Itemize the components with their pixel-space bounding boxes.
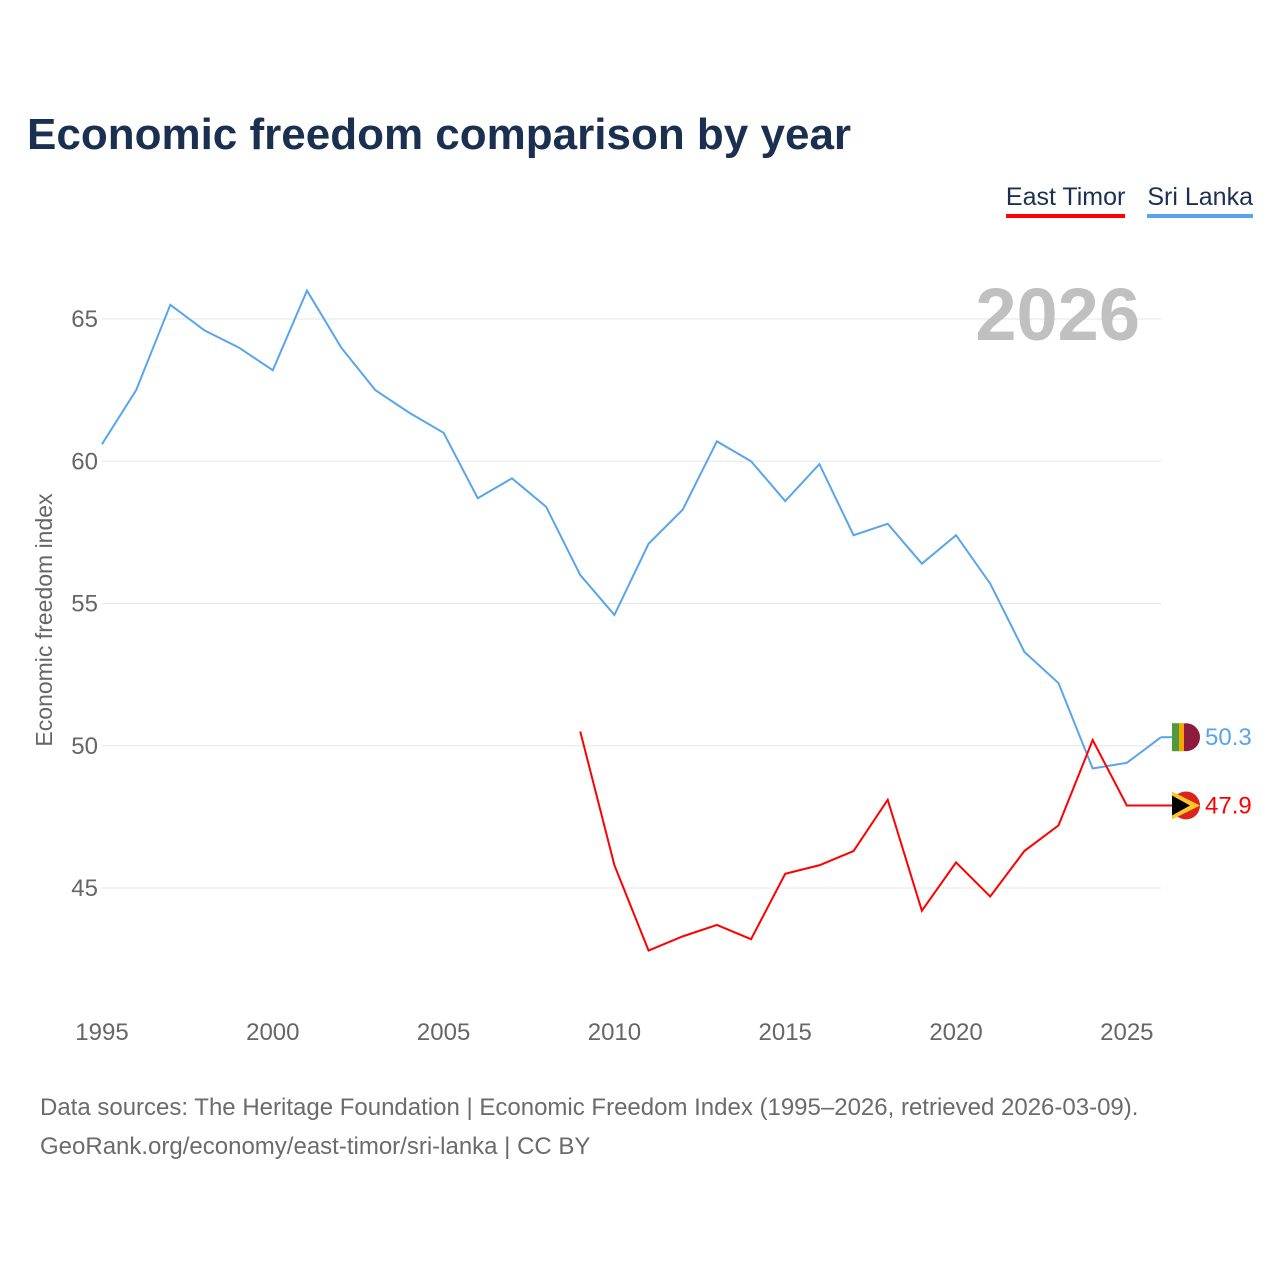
y-tick-label: 65	[71, 306, 98, 333]
chart-title: Economic freedom comparison by year	[27, 110, 852, 159]
series-line-east-timor	[579, 731, 1161, 952]
y-tick-label: 60	[71, 448, 98, 475]
x-tick-label: 2015	[759, 1019, 812, 1046]
y-axis-label: Economic freedom index	[31, 493, 57, 747]
x-tick-label: 2000	[246, 1019, 299, 1046]
y-tick-label: 45	[71, 875, 98, 902]
y-tick-label: 50	[71, 733, 98, 760]
legend: East Timor Sri Lanka	[1005, 183, 1253, 218]
series-line-sri-lanka	[101, 288, 1162, 770]
y-tick-label: 55	[71, 591, 98, 618]
flag-stripe	[1179, 723, 1184, 752]
flag-stripe	[1172, 723, 1180, 752]
x-tick-label: 2025	[1100, 1019, 1153, 1046]
source-line-2: GeoRank.org/economy/east-timor/sri-lanka…	[40, 1133, 591, 1160]
x-tick-label: 1995	[75, 1019, 128, 1046]
source-line-1: Data sources: The Heritage Foundation | …	[40, 1094, 1139, 1121]
flag-triangle	[1172, 795, 1190, 816]
x-tick-label: 2005	[417, 1019, 470, 1046]
year-label: 2026	[975, 273, 1140, 356]
end-value-label-east-timor: 47.9	[1205, 792, 1252, 819]
source-note: Data sources: The Heritage Foundation | …	[40, 1088, 1138, 1166]
legend-east-timor[interactable]: East Timor	[1005, 183, 1126, 218]
end-value-label-sri-lanka: 50.3	[1205, 724, 1252, 751]
legend-sri-lanka[interactable]: Sri Lanka	[1147, 183, 1253, 218]
x-tick-label: 2020	[929, 1019, 982, 1046]
x-tick-label: 2010	[588, 1019, 641, 1046]
